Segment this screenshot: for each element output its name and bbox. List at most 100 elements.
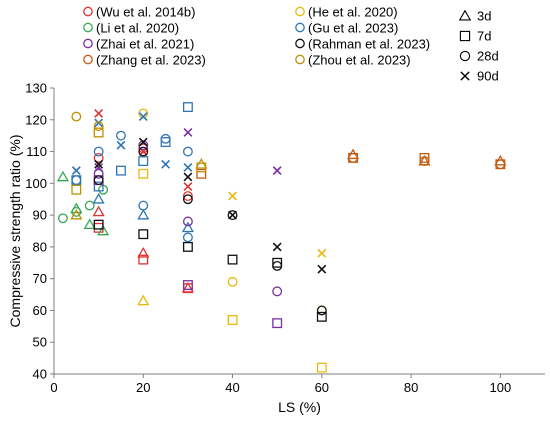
marker-legend-label: 3d: [477, 9, 491, 24]
legend-label: (Li et al. 2020): [96, 21, 179, 36]
cross-marker-icon: [460, 71, 470, 81]
legend: (Wu et al. 2014b) (He et al. 2020) (Li et …: [83, 5, 430, 68]
data-point: [138, 229, 149, 240]
legend-label: (He et al. 2020): [308, 5, 398, 20]
square-marker-icon: [459, 30, 471, 42]
data-point: [94, 118, 104, 128]
legend-item: (Li et al. 2020): [83, 21, 179, 36]
data-point: [57, 213, 68, 224]
marker-legend-label: 28d: [477, 49, 499, 64]
x-axis-label: LS (%): [278, 399, 321, 415]
data-point: [93, 127, 104, 138]
data-point: [228, 191, 237, 201]
legend-label: (Rahman et al. 2023): [308, 37, 430, 52]
data-point: [92, 205, 105, 217]
data-point: [93, 121, 104, 132]
x-tick-label: 40: [225, 380, 239, 395]
axes: [53, 88, 545, 375]
legend-label: (Zhai et al. 2021): [96, 37, 194, 52]
legend-label: (Zhang et al. 2023): [96, 53, 206, 68]
data-point: [138, 156, 149, 167]
legend-marker: [83, 6, 93, 17]
data-point: [161, 159, 171, 169]
x-ticks: 0 20 40 60 80 100: [50, 374, 511, 395]
data-point: [94, 159, 104, 169]
data-point: [71, 175, 82, 186]
data-point: [183, 182, 193, 191]
data-point: [272, 257, 283, 268]
legend-item: (Zhai et al. 2021): [83, 37, 194, 52]
data-point: [137, 246, 150, 258]
data-point: [92, 192, 105, 204]
data-point: [138, 146, 149, 157]
data-point: [138, 254, 149, 265]
data-point: [93, 152, 104, 163]
data-point: [181, 221, 194, 233]
legend-marker: [295, 6, 305, 17]
data-point: [348, 152, 359, 163]
data-point: [495, 159, 506, 170]
data-point: [182, 194, 193, 205]
data-point: [84, 200, 95, 211]
legend-item: (Wu et al. 2014b): [83, 5, 195, 20]
y-tick-label: 50: [33, 335, 47, 350]
data-point: [93, 146, 104, 157]
legend-item: (Gu et al. 2023): [295, 21, 398, 36]
data-point: [94, 108, 104, 118]
data-point: [182, 280, 193, 290]
x-tick-label: 0: [50, 380, 57, 395]
data-point: [93, 219, 104, 230]
y-tick-label: 120: [25, 112, 47, 127]
legend-label: (Zhou et al. 2023): [308, 53, 411, 68]
marker-legend-item: 7d: [459, 29, 491, 44]
y-tick-label: 40: [33, 367, 47, 382]
data-point: [181, 281, 194, 293]
legend-marker: [83, 54, 93, 65]
data-point: [317, 264, 327, 274]
data-point: [71, 184, 82, 195]
data-point: [316, 362, 327, 373]
legend-marker: [83, 38, 93, 49]
data-point: [182, 216, 193, 227]
data-point: [272, 318, 283, 329]
data-point: [116, 165, 126, 176]
data-point: [272, 286, 283, 297]
data-point: [196, 162, 207, 173]
y-axis-label: Compressive strength ratio (%): [7, 135, 23, 328]
data-point: [316, 311, 327, 322]
marker-legend-item: 3d: [458, 9, 491, 24]
data-point: [419, 152, 430, 163]
data-point: [93, 168, 104, 179]
data-point: [182, 232, 193, 243]
legend-item: (Rahman et al. 2023): [295, 37, 430, 52]
y-tick-label: 90: [33, 208, 47, 223]
legend-label: (Gu et al. 2023): [308, 21, 398, 36]
data-point: [228, 210, 237, 220]
legend-item: (He et al. 2020): [295, 5, 398, 20]
data-point: [160, 137, 171, 147]
legend-marker: [295, 38, 305, 49]
data-point: [182, 241, 193, 252]
data-point: [70, 208, 83, 220]
data-point: [138, 112, 148, 122]
marker-legend-item: 90d: [460, 69, 499, 84]
y-tick-label: 80: [33, 239, 47, 254]
x-tick-label: 80: [404, 380, 418, 395]
data-point: [93, 175, 104, 186]
data-point: [116, 130, 126, 141]
data-point: [94, 163, 104, 172]
data-point: [227, 315, 238, 325]
data-point: [83, 218, 96, 230]
marker-legend: 3d 7d 28d 90d: [458, 9, 499, 84]
data-point: [316, 305, 327, 316]
data-point: [56, 170, 69, 182]
x-tick-label: 100: [490, 380, 512, 395]
data-point: [182, 146, 193, 157]
legend-label: (Wu et al. 2014b): [96, 5, 195, 20]
data-point: [138, 200, 149, 211]
triangle-marker-icon: [458, 9, 472, 21]
data-point: [138, 137, 148, 147]
legend-item: (Zhang et al. 2023): [83, 53, 206, 68]
data-point: [137, 294, 150, 306]
